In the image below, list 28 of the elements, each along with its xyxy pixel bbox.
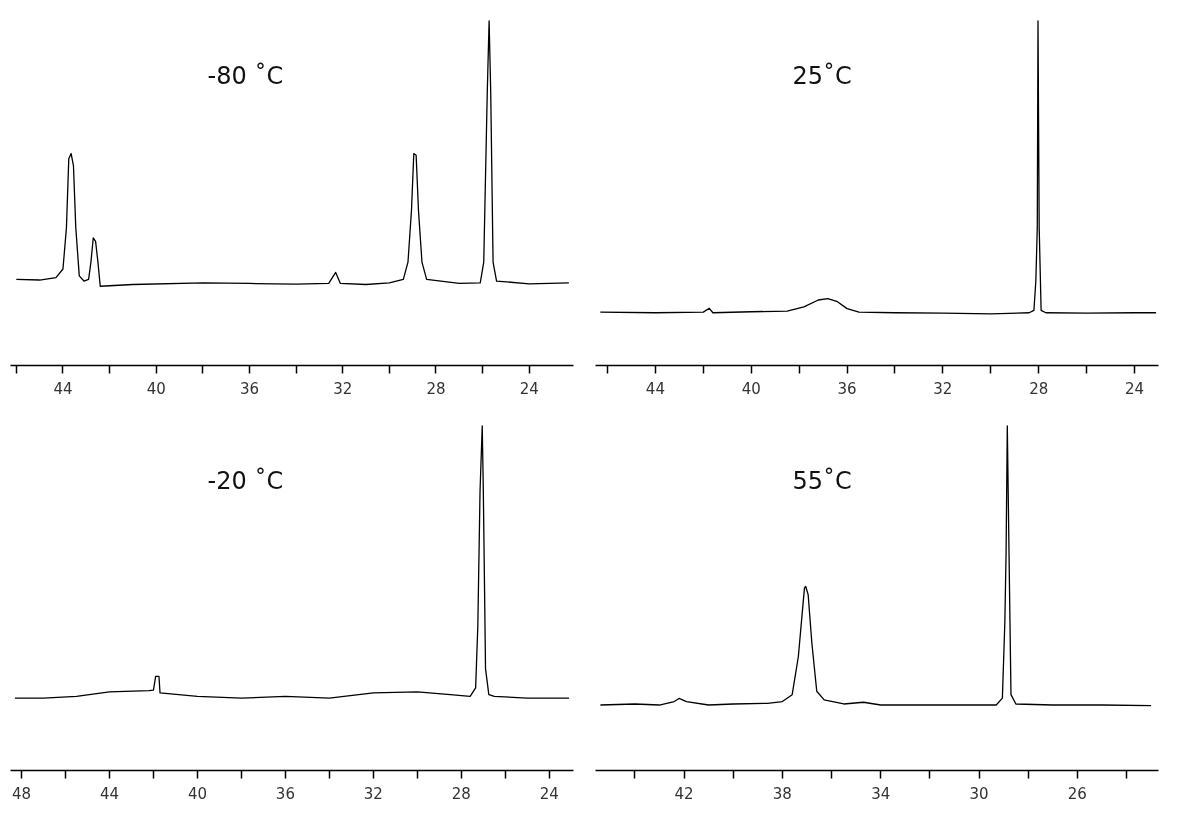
x-tick-label: 24 bbox=[519, 379, 539, 398]
x-tick-label: 36 bbox=[275, 784, 295, 803]
x-tick-label: 24 bbox=[1125, 379, 1145, 398]
x-tick-label: 42 bbox=[674, 784, 694, 803]
text: 25˚C bbox=[792, 61, 852, 90]
x-tick-label: 32 bbox=[363, 784, 383, 803]
x-tick-label: 40 bbox=[741, 379, 761, 398]
x-tick-label: 44 bbox=[53, 379, 73, 398]
x-tick-label: 40 bbox=[187, 784, 207, 803]
x-tick-label: 24 bbox=[539, 784, 559, 803]
x-tick-label: 28 bbox=[451, 784, 471, 803]
x-tick-label: 32 bbox=[333, 379, 353, 398]
x-tick-label: 26 bbox=[1067, 784, 1087, 803]
text: -20 ˚C bbox=[207, 466, 284, 495]
text: 55˚C bbox=[792, 466, 852, 495]
x-tick-label: 36 bbox=[837, 379, 857, 398]
x-tick-label: 44 bbox=[99, 784, 120, 803]
x-tick-label: 30 bbox=[969, 784, 989, 803]
x-tick-label: 48 bbox=[11, 784, 32, 803]
x-tick-label: 28 bbox=[426, 379, 446, 398]
x-tick-label: 40 bbox=[146, 379, 166, 398]
x-tick-label: 32 bbox=[933, 379, 953, 398]
text: -80 ˚C bbox=[207, 61, 284, 90]
x-tick-label: 36 bbox=[239, 379, 259, 398]
x-tick-label: 28 bbox=[1029, 379, 1049, 398]
x-tick-label: 34 bbox=[871, 784, 891, 803]
x-tick-label: 44 bbox=[645, 379, 665, 398]
x-tick-label: 38 bbox=[772, 784, 792, 803]
